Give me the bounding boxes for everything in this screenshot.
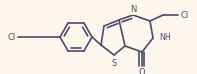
Text: O: O (139, 68, 145, 74)
Text: N: N (130, 5, 136, 14)
Text: S: S (111, 59, 117, 68)
Text: Cl: Cl (8, 32, 16, 42)
Text: NH: NH (159, 34, 171, 42)
Text: Cl: Cl (181, 11, 189, 20)
